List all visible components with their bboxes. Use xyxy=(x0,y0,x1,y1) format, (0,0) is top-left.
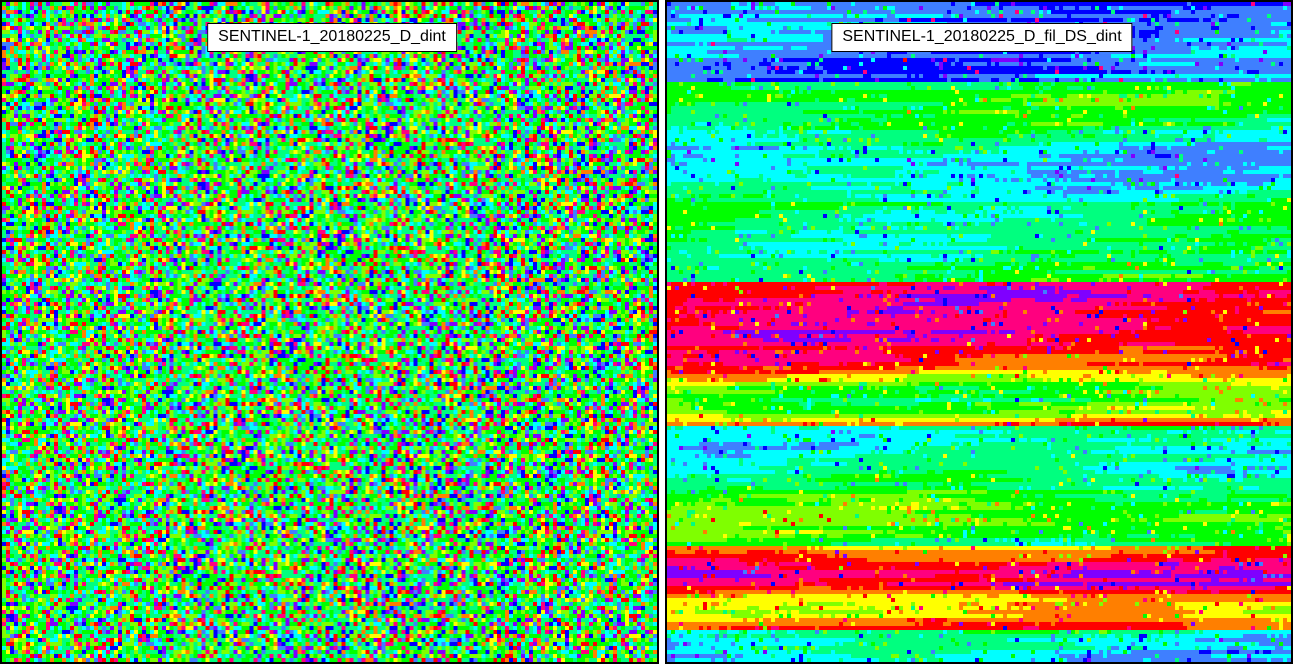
panel-title-raw: SENTINEL-1_20180225_D_dint xyxy=(207,23,457,52)
interferogram-image-raw xyxy=(2,2,657,662)
interferogram-panel-raw: SENTINEL-1_20180225_D_dint xyxy=(0,0,659,664)
interferogram-image-filtered xyxy=(667,2,1291,662)
interferogram-panel-filtered: SENTINEL-1_20180225_D_fil_DS_dint xyxy=(665,0,1293,664)
panel-title-filtered: SENTINEL-1_20180225_D_fil_DS_dint xyxy=(831,23,1133,52)
